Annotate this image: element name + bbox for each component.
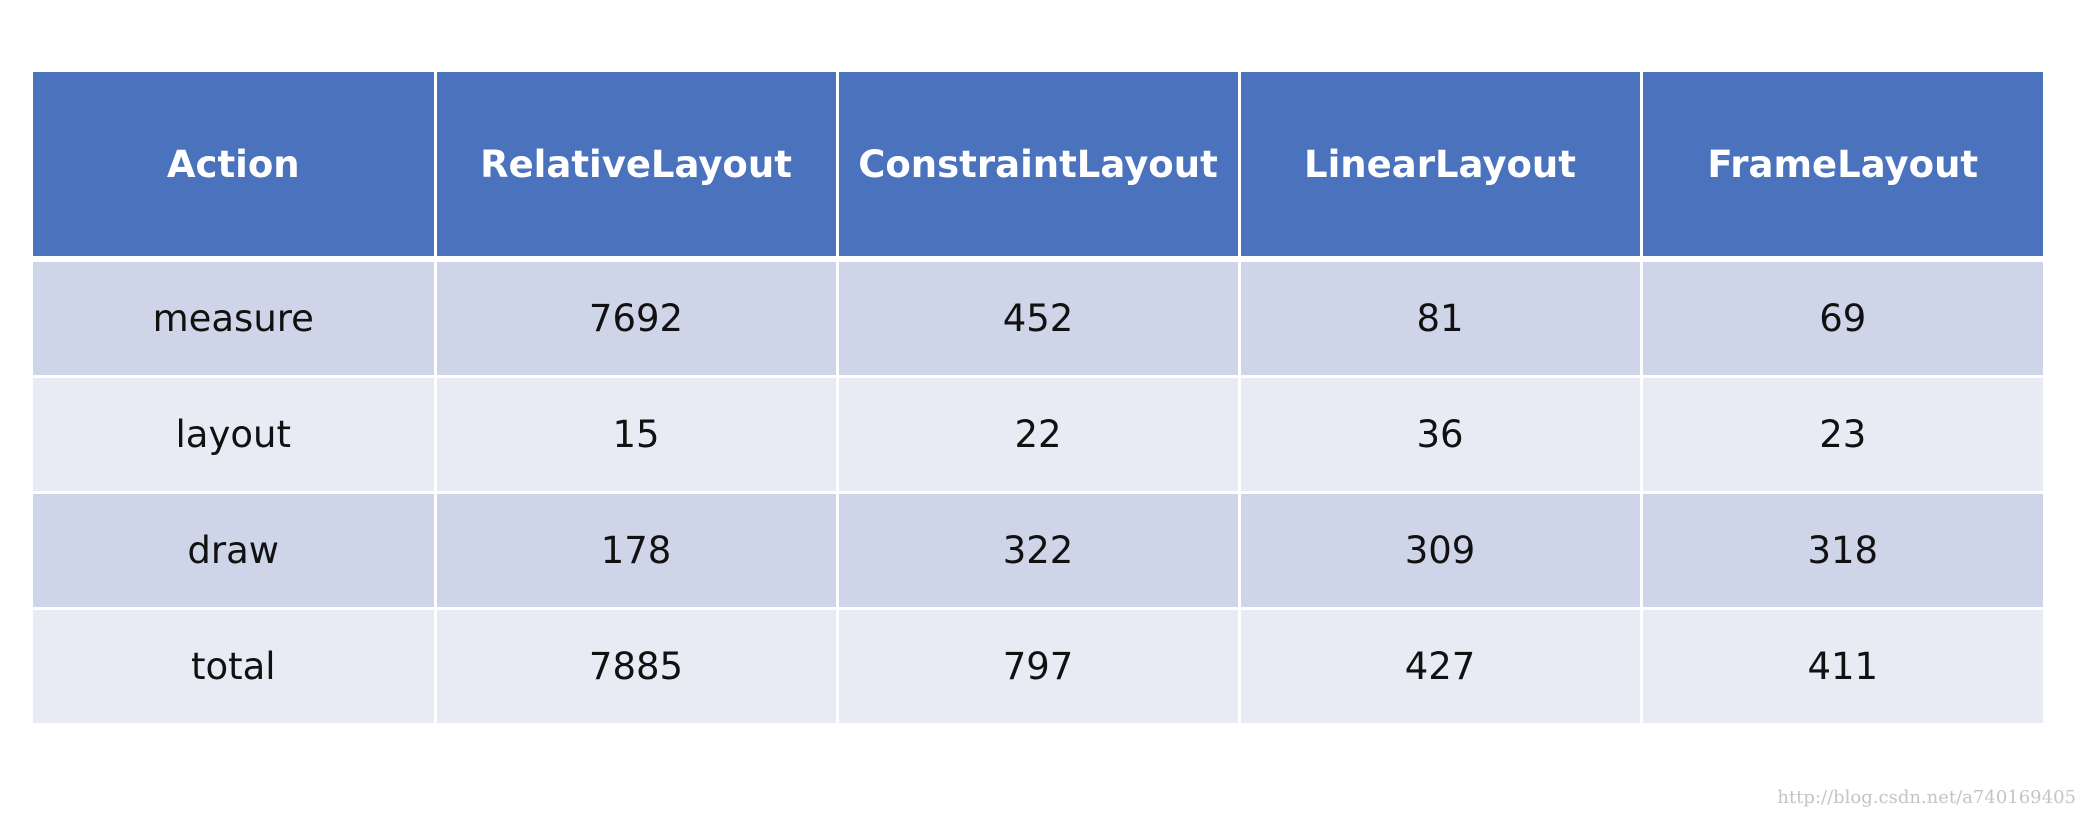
table-cell: 23 bbox=[1639, 375, 2043, 494]
table-cell: 309 bbox=[1237, 491, 1643, 610]
table-row: total 7885 797 427 411 bbox=[33, 607, 2043, 723]
table-row: measure 7692 452 81 69 bbox=[33, 257, 2043, 378]
table-row: draw 178 322 309 318 bbox=[33, 491, 2043, 610]
table-cell: 318 bbox=[1639, 491, 2043, 610]
table-cell: 178 bbox=[433, 491, 839, 610]
table-cell: 81 bbox=[1237, 257, 1643, 378]
table-cell: 7692 bbox=[433, 257, 839, 378]
table-cell: 15 bbox=[433, 375, 839, 494]
row-label: measure bbox=[33, 257, 437, 378]
header-framelayout: FrameLayout bbox=[1639, 72, 2043, 262]
header-linearlayout: LinearLayout bbox=[1237, 72, 1643, 262]
table-cell: 22 bbox=[835, 375, 1241, 494]
layout-performance-table: Action RelativeLayout ConstraintLayout L… bbox=[33, 72, 2043, 723]
row-label: total bbox=[33, 607, 437, 723]
header-action: Action bbox=[33, 72, 437, 262]
row-label: draw bbox=[33, 491, 437, 610]
header-relativelayout: RelativeLayout bbox=[433, 72, 839, 262]
header-constraintlayout: ConstraintLayout bbox=[835, 72, 1241, 262]
table-cell: 411 bbox=[1639, 607, 2043, 723]
table-cell: 36 bbox=[1237, 375, 1643, 494]
table-cell: 69 bbox=[1639, 257, 2043, 378]
table-header-row: Action RelativeLayout ConstraintLayout L… bbox=[33, 72, 2043, 262]
table-row: layout 15 22 36 23 bbox=[33, 375, 2043, 494]
watermark-text: http://blog.csdn.net/a740169405 bbox=[1777, 787, 2076, 808]
table-cell: 322 bbox=[835, 491, 1241, 610]
table-cell: 452 bbox=[835, 257, 1241, 378]
table-cell: 797 bbox=[835, 607, 1241, 723]
table-cell: 7885 bbox=[433, 607, 839, 723]
table-cell: 427 bbox=[1237, 607, 1643, 723]
row-label: layout bbox=[33, 375, 437, 494]
